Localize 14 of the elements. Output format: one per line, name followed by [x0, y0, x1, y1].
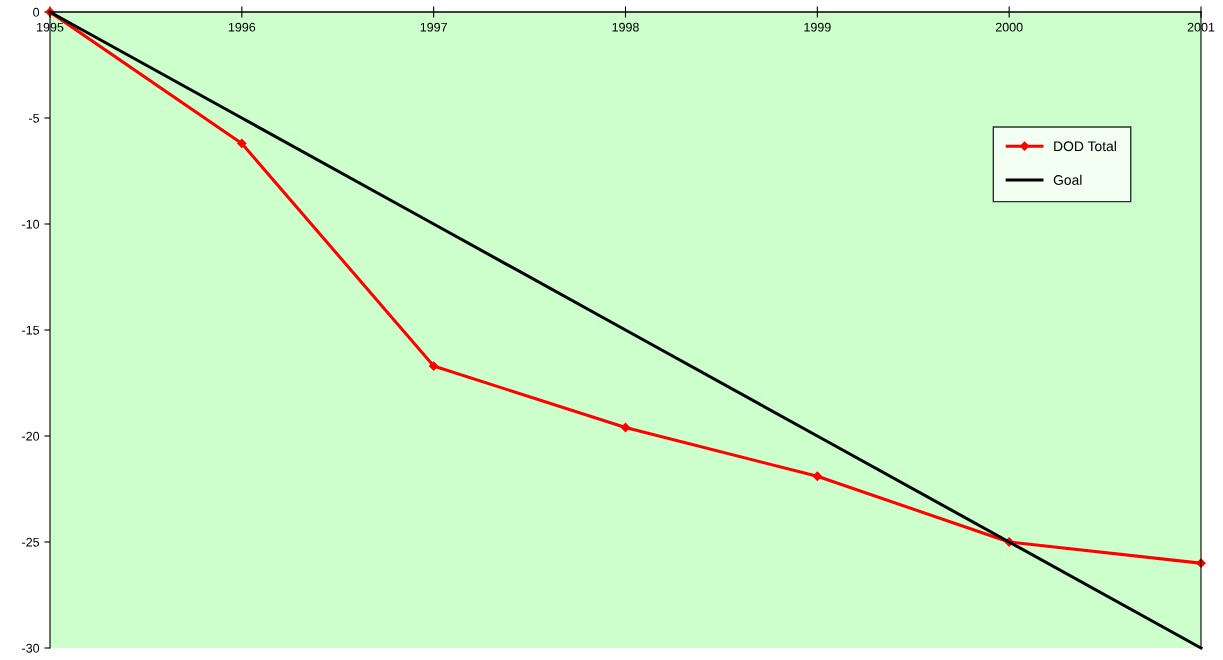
y-tick-label: -30: [22, 643, 40, 653]
y-tick-label: -20: [22, 431, 40, 441]
x-tick-label: 1998: [612, 22, 639, 32]
y-tick-label: -25: [22, 537, 40, 547]
x-tick-label: 2000: [995, 22, 1023, 32]
y-tick-label: -10: [22, 219, 40, 229]
y-tick-label: -5: [29, 113, 40, 123]
x-tick-label: 1999: [804, 22, 831, 32]
y-tick-label: 0: [33, 7, 40, 17]
legend-label: Goal: [1053, 174, 1082, 185]
x-tick-label: 1997: [420, 22, 447, 32]
legend-label: DOD Total: [1054, 140, 1116, 152]
y-tick-label: -15: [22, 325, 40, 335]
x-tick-label: 1996: [228, 22, 256, 32]
